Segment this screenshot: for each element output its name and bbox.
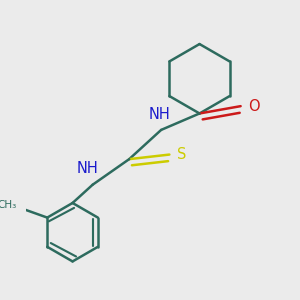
Text: NH: NH xyxy=(148,107,170,122)
Text: CH₃: CH₃ xyxy=(0,200,17,210)
Text: NH: NH xyxy=(76,161,98,176)
Text: S: S xyxy=(177,147,186,162)
Text: O: O xyxy=(248,99,260,114)
